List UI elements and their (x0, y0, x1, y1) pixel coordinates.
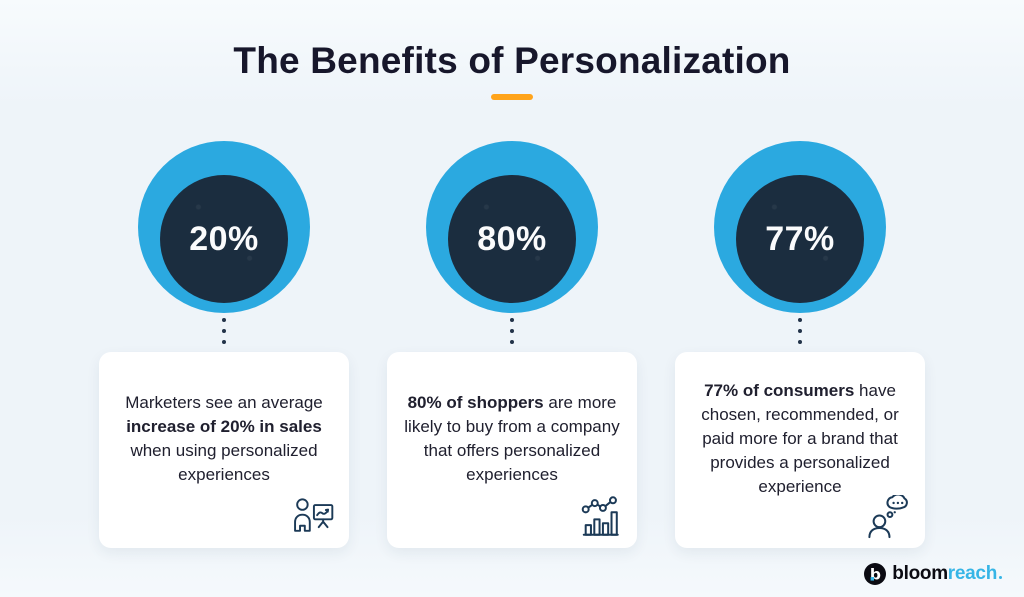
stat-description: 80% of shoppers are more likely to buy f… (404, 392, 620, 485)
stat-bubble-inner: 20% (160, 175, 288, 303)
stat-card: 80% of shoppers are more likely to buy f… (387, 352, 637, 548)
svg-text:b: b (870, 566, 881, 584)
stat-column-marketers: 20% Marketers see an average increase of… (99, 141, 349, 548)
person-thinking-icon (866, 493, 912, 539)
stat-bubble-inner: 80% (448, 175, 576, 303)
stat-description: Marketers see an average increase of 20%… (125, 392, 323, 485)
stat-description: 77% of consumers have chosen, recommende… (701, 380, 899, 497)
bloomreach-logo: b bloom reach (863, 562, 1002, 586)
stat-card: Marketers see an average increase of 20%… (99, 352, 349, 548)
stat-column-consumers: 77% 77% of consumers have chosen, recomm… (675, 141, 925, 548)
stat-bubble: 80% (426, 141, 598, 313)
logo-word-bloom: bloom (892, 563, 948, 584)
person-presentation-chart-icon (290, 495, 336, 539)
header: The Benefits of Personalization (0, 0, 1024, 100)
page-title: The Benefits of Personalization (233, 40, 791, 81)
growth-bar-chart-icon (578, 495, 624, 539)
stat-bubble-inner: 77% (736, 175, 864, 303)
bloomreach-logo-text: bloom reach (892, 563, 1002, 585)
stats-row: 20% Marketers see an average increase of… (0, 141, 1024, 548)
stat-bubble: 20% (138, 141, 310, 313)
stat-value: 80% (477, 219, 547, 258)
bloomreach-logo-mark: b (864, 563, 887, 585)
stat-column-shoppers: 80% 80% of shoppers are more likely to b… (387, 141, 637, 548)
logo-word-reach: reach (947, 563, 998, 584)
stat-bubble: 77% (714, 141, 886, 313)
stat-value: 77% (765, 219, 835, 258)
logo-dot (999, 576, 1002, 579)
stat-card: 77% of consumers have chosen, recommende… (675, 352, 925, 548)
stat-value: 20% (189, 219, 259, 258)
title-underline-accent (491, 94, 533, 100)
